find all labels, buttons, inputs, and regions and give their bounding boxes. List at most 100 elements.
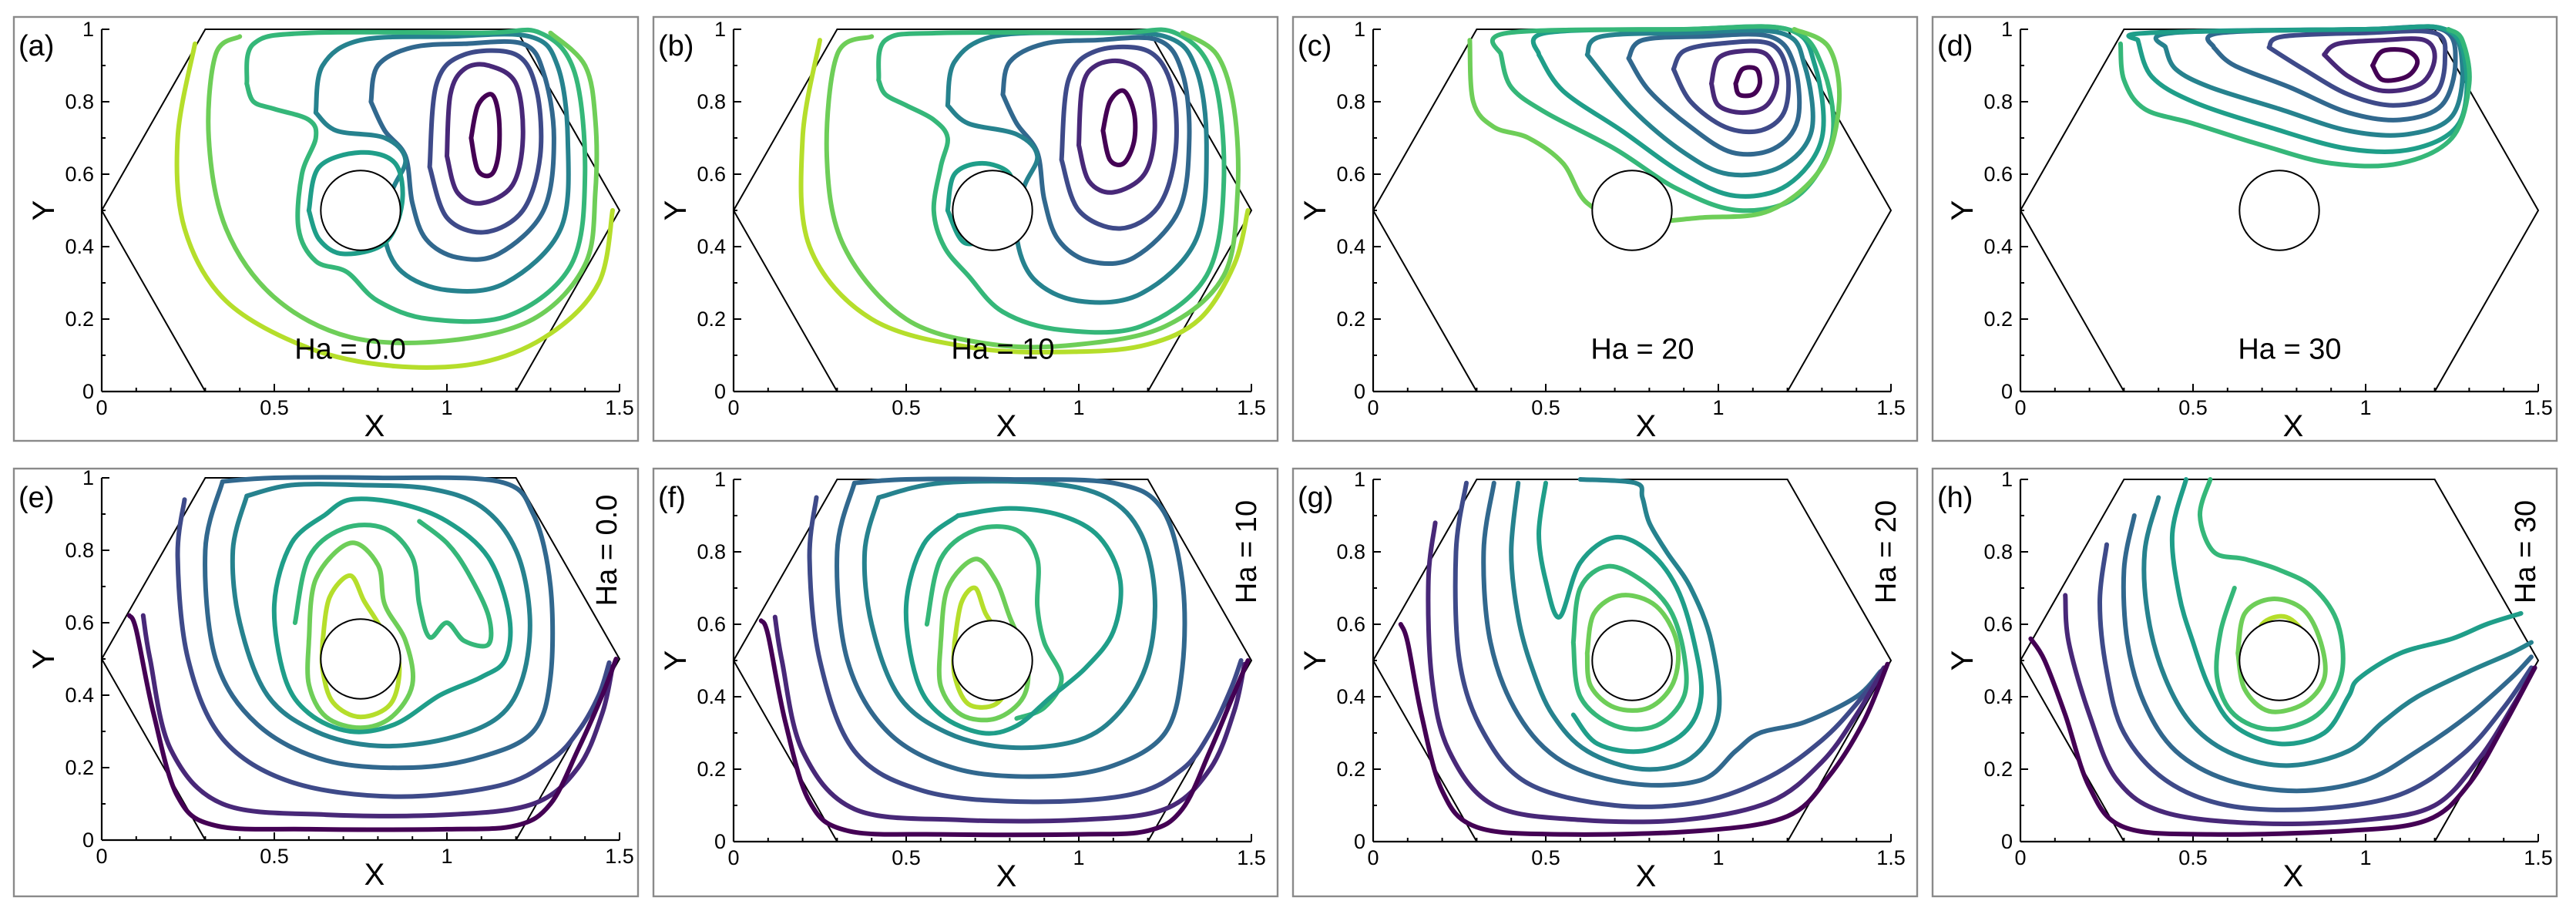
x-tick-label: 0	[96, 845, 107, 868]
contour-line	[798, 38, 1251, 355]
y-tick-label: 1	[1354, 18, 1365, 41]
contour-line	[807, 495, 1244, 805]
hartmann-label: Ha = 30	[2510, 500, 2542, 603]
y-tick-label: 0.4	[697, 685, 726, 708]
y-tick-label: 1	[714, 18, 726, 41]
y-axis-title: Y	[1298, 200, 1332, 221]
inner-cylinder	[320, 618, 401, 700]
x-tick-label: 0	[1367, 846, 1379, 869]
y-tick-label: 0.8	[697, 540, 726, 563]
y-tick-label: 0.4	[65, 684, 94, 707]
x-tick-label: 0.5	[892, 846, 921, 869]
panel-b: 0 0.5 1 1.5 0 0.2 0.4 0.6 0.8 1 X Y (b) Ha = 10	[652, 15, 1279, 443]
y-tick-label: 0	[1354, 380, 1365, 403]
hartmann-label: Ha = 10	[951, 334, 1054, 366]
contour-line	[1481, 480, 1883, 788]
y-axis-title: Y	[27, 200, 61, 221]
y-tick-label: 0.2	[1983, 758, 2013, 781]
hartmann-label: Ha = 0.0	[294, 334, 406, 366]
y-tick-label: 1	[1354, 468, 1365, 491]
y-tick-label: 1	[2001, 18, 2013, 41]
y-tick-label: 0.8	[1336, 540, 1365, 563]
contour-line	[1584, 28, 1815, 178]
contour-line	[175, 497, 612, 799]
x-tick-label: 0.5	[1531, 846, 1560, 869]
contour-line	[1059, 44, 1179, 231]
y-tick-label: 0.4	[697, 235, 726, 258]
contour-line	[203, 475, 556, 771]
y-tick-label: 0.2	[697, 758, 726, 781]
contour-line	[903, 506, 1123, 736]
panel-d: 0 0.5 1 1.5 0 0.2 0.4 0.6 0.8 1 X Y (d) Ha = 30	[1931, 15, 2558, 443]
x-tick-label: 0	[96, 396, 107, 419]
y-tick-label: 0.6	[697, 163, 726, 186]
x-axis-title: X	[996, 409, 1017, 443]
contour-line	[2370, 47, 2420, 83]
x-axis-title: X	[364, 409, 385, 443]
contour-line	[2028, 636, 2537, 837]
panel-c: 0 0.5 1 1.5 0 0.2 0.4 0.6 0.8 1 X Y (c) Ha = 20	[1291, 15, 1919, 443]
y-tick-label: 0	[82, 829, 94, 852]
panel-label: (a)	[18, 30, 54, 62]
y-tick-label: 1	[82, 466, 94, 489]
hexagonal-enclosure	[2019, 479, 2540, 842]
contour-line	[2266, 29, 2448, 108]
contour-line	[824, 30, 1241, 350]
panel-label: (c)	[1298, 30, 1332, 62]
panel-label: (e)	[18, 482, 54, 514]
contour-line	[368, 39, 556, 262]
hartmann-label: Ha = 10	[1231, 500, 1263, 603]
inner-cylinder	[320, 170, 401, 251]
contour-line	[469, 92, 502, 179]
hexagonal-enclosure	[100, 477, 621, 841]
contour-line	[2235, 597, 2328, 714]
y-tick-label: 0.2	[65, 756, 94, 779]
contour-line	[305, 540, 415, 731]
contour-line	[1570, 563, 1689, 732]
x-axis-title: X	[364, 858, 385, 892]
x-axis-title: X	[1636, 859, 1657, 893]
panel-label: (f)	[658, 482, 686, 514]
x-tick-label: 1.5	[605, 396, 634, 419]
contour-line	[1100, 88, 1138, 167]
x-axis-title: X	[2283, 409, 2304, 443]
y-tick-label: 0.6	[1336, 613, 1365, 636]
y-tick-label: 0.8	[1336, 90, 1365, 113]
y-tick-label: 0	[714, 830, 726, 853]
y-axis-title: Y	[659, 200, 693, 221]
y-axis-title: Y	[27, 649, 61, 670]
y-tick-label: 0.6	[65, 611, 94, 634]
contour-line	[445, 62, 526, 206]
y-tick-label: 0.2	[1336, 308, 1365, 331]
x-tick-label: 0	[2014, 396, 2026, 419]
contour-line	[306, 150, 405, 257]
contour-line	[1426, 520, 1886, 825]
contour-line	[427, 48, 544, 235]
x-tick-label: 1.5	[605, 845, 634, 868]
contour-line	[758, 618, 1251, 838]
y-tick-label: 0	[82, 380, 94, 403]
y-tick-label: 0.6	[1336, 163, 1365, 186]
contour-line	[1733, 65, 1762, 99]
contour-line	[1398, 622, 1890, 837]
hartmann-label: Ha = 0.0	[591, 495, 623, 607]
panel-e: 0 0.5 1 1.5 0 0.2 0.4 0.6 0.8 1 X Y (e) Ha = 0.0	[12, 466, 640, 898]
panel-f: 0 0.5 1 1.5 0 0.2 0.4 0.6 0.8 1 X Y (f) Ha = 10	[652, 467, 1279, 898]
x-tick-label: 0	[727, 846, 739, 869]
contour-line	[206, 30, 599, 345]
hartmann-label: Ha = 30	[2238, 334, 2341, 366]
contour-line	[861, 479, 1157, 751]
inner-cylinder	[1591, 620, 1673, 701]
x-tick-label: 1	[441, 845, 452, 868]
inner-cylinder	[952, 170, 1033, 251]
panel-h: 0 0.5 1 1.5 0 0.2 0.4 0.6 0.8 1 X Y (h) Ha = 30	[1931, 467, 2558, 898]
x-tick-label: 1.5	[2524, 396, 2553, 419]
x-tick-label: 1.5	[2524, 846, 2553, 869]
contour-line	[2126, 24, 2470, 154]
y-tick-label: 0.6	[1983, 163, 2013, 186]
x-tick-label: 1.5	[1237, 846, 1266, 869]
y-tick-label: 0	[2001, 380, 2013, 403]
y-tick-label: 0.8	[65, 539, 94, 562]
y-tick-label: 0.4	[1336, 685, 1365, 708]
